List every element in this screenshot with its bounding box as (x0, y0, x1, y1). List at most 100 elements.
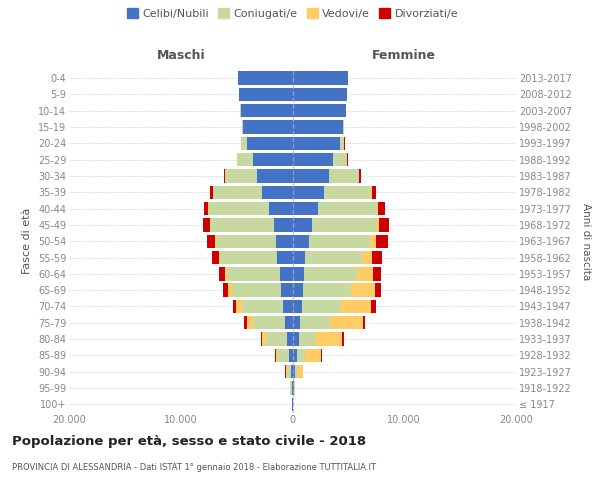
Bar (247, 136, 293, 150)
Bar (375, 284, 381, 297)
Bar (261, 332, 262, 346)
Bar (372, 186, 376, 199)
Bar (372, 251, 382, 264)
Bar (269, 202, 293, 215)
Bar (370, 234, 376, 248)
Bar (351, 284, 375, 297)
Bar (278, 348, 289, 362)
Bar (300, 316, 330, 330)
Bar (362, 251, 372, 264)
Bar (293, 170, 329, 182)
Bar (236, 300, 242, 313)
Bar (287, 365, 291, 378)
Bar (293, 120, 343, 134)
Bar (304, 267, 357, 280)
Bar (371, 300, 376, 313)
Bar (294, 382, 295, 394)
Bar (317, 202, 377, 215)
Bar (287, 332, 293, 346)
Bar (216, 234, 276, 248)
Bar (341, 300, 371, 313)
Bar (293, 332, 299, 346)
Bar (218, 267, 225, 280)
Bar (297, 348, 305, 362)
Legend: Celibi/Nubili, Coniugati/e, Vedovi/e, Divorziati/e: Celibi/Nubili, Coniugati/e, Vedovi/e, Di… (122, 4, 463, 24)
Text: Popolazione per età, sesso e stato civile - 2018: Popolazione per età, sesso e stato civil… (12, 434, 366, 448)
Bar (239, 88, 293, 101)
Bar (203, 218, 210, 232)
Bar (291, 365, 293, 378)
Bar (293, 267, 304, 280)
Bar (343, 120, 344, 134)
Bar (262, 332, 266, 346)
Bar (233, 300, 236, 313)
Bar (293, 348, 297, 362)
Bar (285, 316, 293, 330)
Bar (325, 186, 371, 199)
Bar (330, 316, 362, 330)
Bar (276, 234, 293, 248)
Bar (362, 316, 365, 330)
Bar (293, 153, 333, 166)
Bar (277, 251, 293, 264)
Bar (293, 88, 347, 101)
Bar (253, 316, 285, 330)
Bar (293, 104, 346, 118)
Bar (333, 153, 347, 166)
Bar (379, 202, 385, 215)
Bar (293, 382, 294, 394)
Bar (266, 332, 287, 346)
Bar (232, 284, 281, 297)
Bar (377, 202, 379, 215)
Bar (212, 186, 262, 199)
Bar (293, 284, 303, 297)
Bar (211, 218, 274, 232)
Bar (376, 234, 388, 248)
Bar (305, 251, 362, 264)
Bar (293, 202, 317, 215)
Bar (293, 218, 312, 232)
Bar (293, 72, 348, 85)
Bar (359, 170, 361, 182)
Bar (286, 365, 287, 378)
Bar (303, 284, 351, 297)
Bar (316, 332, 343, 346)
Bar (371, 186, 372, 199)
Bar (293, 251, 305, 264)
Bar (244, 316, 247, 330)
Bar (253, 153, 293, 166)
Bar (215, 234, 216, 248)
Bar (293, 234, 309, 248)
Bar (243, 120, 293, 134)
Bar (293, 316, 300, 330)
Text: Maschi: Maschi (157, 50, 205, 62)
Bar (212, 251, 220, 264)
Bar (274, 218, 293, 232)
Bar (225, 267, 227, 280)
Bar (227, 267, 280, 280)
Bar (225, 170, 257, 182)
Bar (280, 267, 293, 280)
Bar (302, 300, 341, 313)
Bar (312, 218, 376, 232)
Bar (247, 316, 253, 330)
Bar (373, 267, 380, 280)
Bar (290, 382, 292, 394)
Bar (242, 300, 283, 313)
Bar (292, 382, 293, 394)
Bar (340, 136, 344, 150)
Text: PROVINCIA DI ALESSANDRIA - Dati ISTAT 1° gennaio 2018 - Elaborazione TUTTITALIA.: PROVINCIA DI ALESSANDRIA - Dati ISTAT 1°… (12, 464, 376, 472)
Bar (309, 234, 370, 248)
Bar (298, 365, 303, 378)
Bar (281, 284, 293, 297)
Bar (241, 136, 247, 150)
Bar (293, 136, 340, 150)
Bar (357, 267, 373, 280)
Bar (379, 218, 389, 232)
Bar (305, 348, 322, 362)
Y-axis label: Anni di nascita: Anni di nascita (581, 202, 591, 280)
Bar (206, 234, 215, 248)
Bar (293, 300, 302, 313)
Bar (224, 170, 225, 182)
Bar (228, 284, 232, 297)
